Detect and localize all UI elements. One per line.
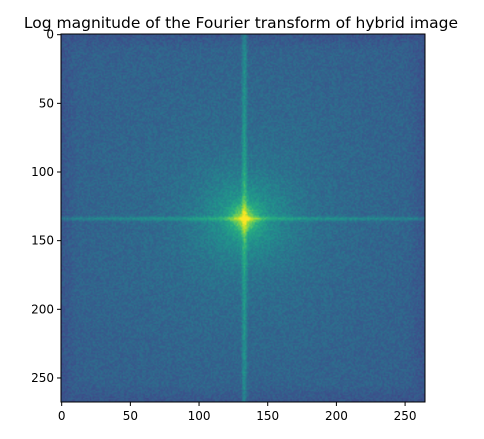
- y-tick-label: 100: [31, 165, 54, 179]
- x-tick-label: 0: [58, 409, 66, 423]
- y-tick-label: 250: [31, 371, 54, 385]
- chart-title: Log magnitude of the Fourier transform o…: [24, 14, 458, 32]
- plot-area: [61, 34, 425, 402]
- y-tick-label: 50: [39, 96, 54, 110]
- axes: 0 50 100 150 200 250 0 50 100 150 200 250: [31, 28, 426, 423]
- x-tick-label: 100: [188, 409, 211, 423]
- x-tick-label: 150: [256, 409, 279, 423]
- axes-frame: [60, 33, 426, 403]
- y-tick-label: 0: [46, 28, 54, 42]
- x-tick-label: 50: [123, 409, 138, 423]
- spectrum-image: [61, 34, 425, 402]
- x-tick-label: 250: [394, 409, 417, 423]
- y-tick-label: 150: [31, 234, 54, 248]
- x-tick-label: 200: [325, 409, 348, 423]
- y-tick-label: 200: [31, 302, 54, 316]
